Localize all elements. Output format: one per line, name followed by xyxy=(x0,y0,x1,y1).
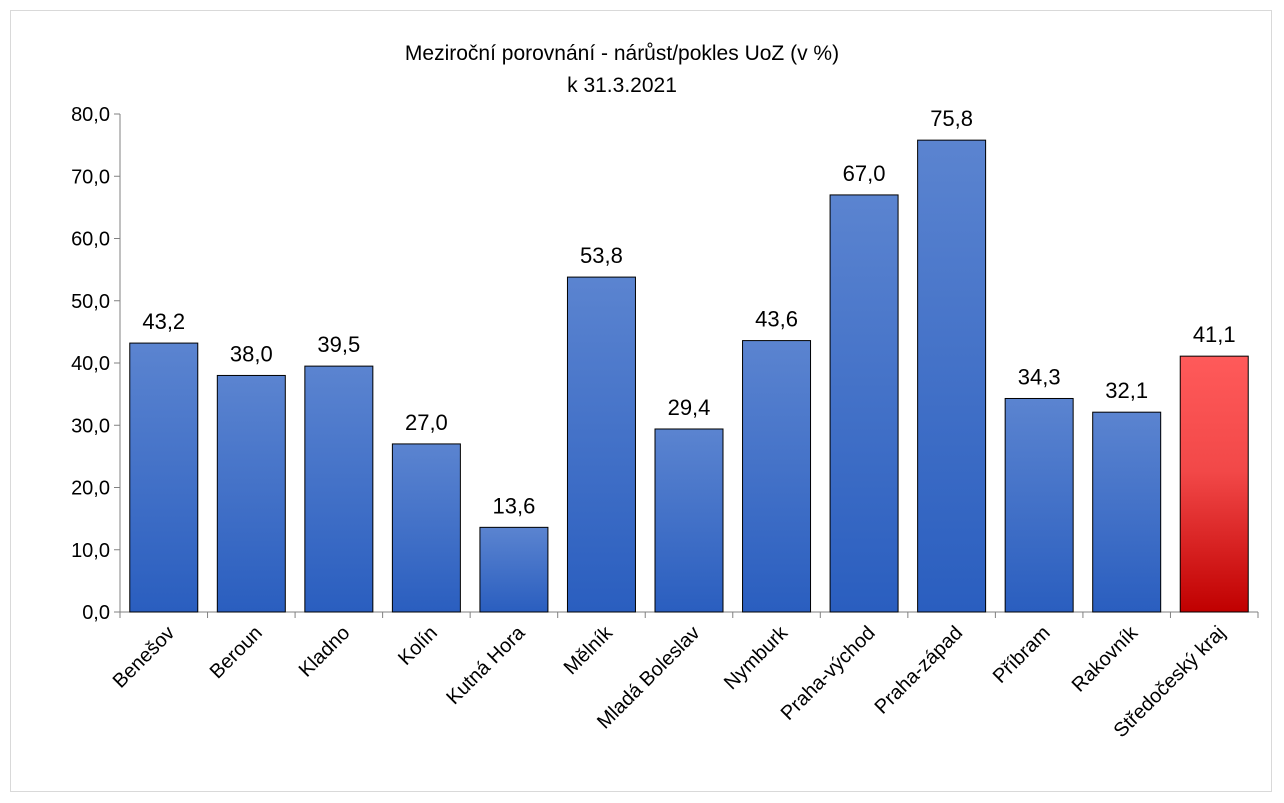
x-tick-label: Praha-západ xyxy=(871,622,968,719)
bar-4 xyxy=(479,526,549,613)
y-tick-label: 40,0 xyxy=(71,353,110,375)
chart-title: Meziroční porovnání - nárůst/pokles UoZ … xyxy=(405,42,839,65)
data-label: 32,1 xyxy=(1105,378,1148,403)
x-tick-label: Benešov xyxy=(109,622,180,693)
y-tick-label: 0,0 xyxy=(82,602,110,624)
data-label: 53,8 xyxy=(580,243,623,268)
x-tick-label: Kutná Hora xyxy=(442,621,530,709)
bar-6 xyxy=(654,428,724,613)
y-tick-label: 50,0 xyxy=(71,291,110,313)
data-label: 43,2 xyxy=(142,309,185,334)
chart-subtitle: k 31.3.2021 xyxy=(567,74,677,97)
bar-9 xyxy=(917,139,987,613)
x-tick-label: Mělník xyxy=(560,621,618,679)
y-tick-label: 10,0 xyxy=(71,540,110,562)
bar-7 xyxy=(742,340,812,613)
x-tick-label: Nymburk xyxy=(720,621,793,694)
data-label: 39,5 xyxy=(317,332,360,357)
data-label: 67,0 xyxy=(843,161,886,186)
data-label: 34,3 xyxy=(1018,364,1061,389)
data-label: 38,0 xyxy=(230,341,273,366)
x-tick-label: Kolín xyxy=(394,622,442,670)
bar-10 xyxy=(1004,397,1074,613)
x-tick-label: Kladno xyxy=(295,622,355,682)
data-label: 41,1 xyxy=(1193,322,1236,347)
x-tick-label: Rakovník xyxy=(1068,621,1143,696)
y-tick-label: 70,0 xyxy=(71,166,110,188)
bar-0 xyxy=(129,342,199,613)
bar-11 xyxy=(1092,411,1162,613)
data-label: 13,6 xyxy=(493,493,536,518)
bar-8 xyxy=(829,194,899,613)
y-tick-label: 30,0 xyxy=(71,415,110,437)
y-tick-label: 80,0 xyxy=(71,104,110,126)
bar-1 xyxy=(216,374,286,613)
bar-3 xyxy=(391,443,461,613)
x-tick-label: Příbram xyxy=(989,622,1055,688)
bar-12 xyxy=(1179,355,1249,613)
y-tick-label: 60,0 xyxy=(71,229,110,251)
data-label: 27,0 xyxy=(405,410,448,435)
data-label: 29,4 xyxy=(668,395,711,420)
bar-2 xyxy=(304,365,374,613)
x-tick-label: Praha-východ xyxy=(777,622,880,725)
data-label: 75,8 xyxy=(930,106,973,131)
x-tick-label: Beroun xyxy=(206,622,267,683)
bar-5 xyxy=(566,276,636,613)
data-label: 43,6 xyxy=(755,307,798,332)
y-tick-label: 20,0 xyxy=(71,478,110,500)
